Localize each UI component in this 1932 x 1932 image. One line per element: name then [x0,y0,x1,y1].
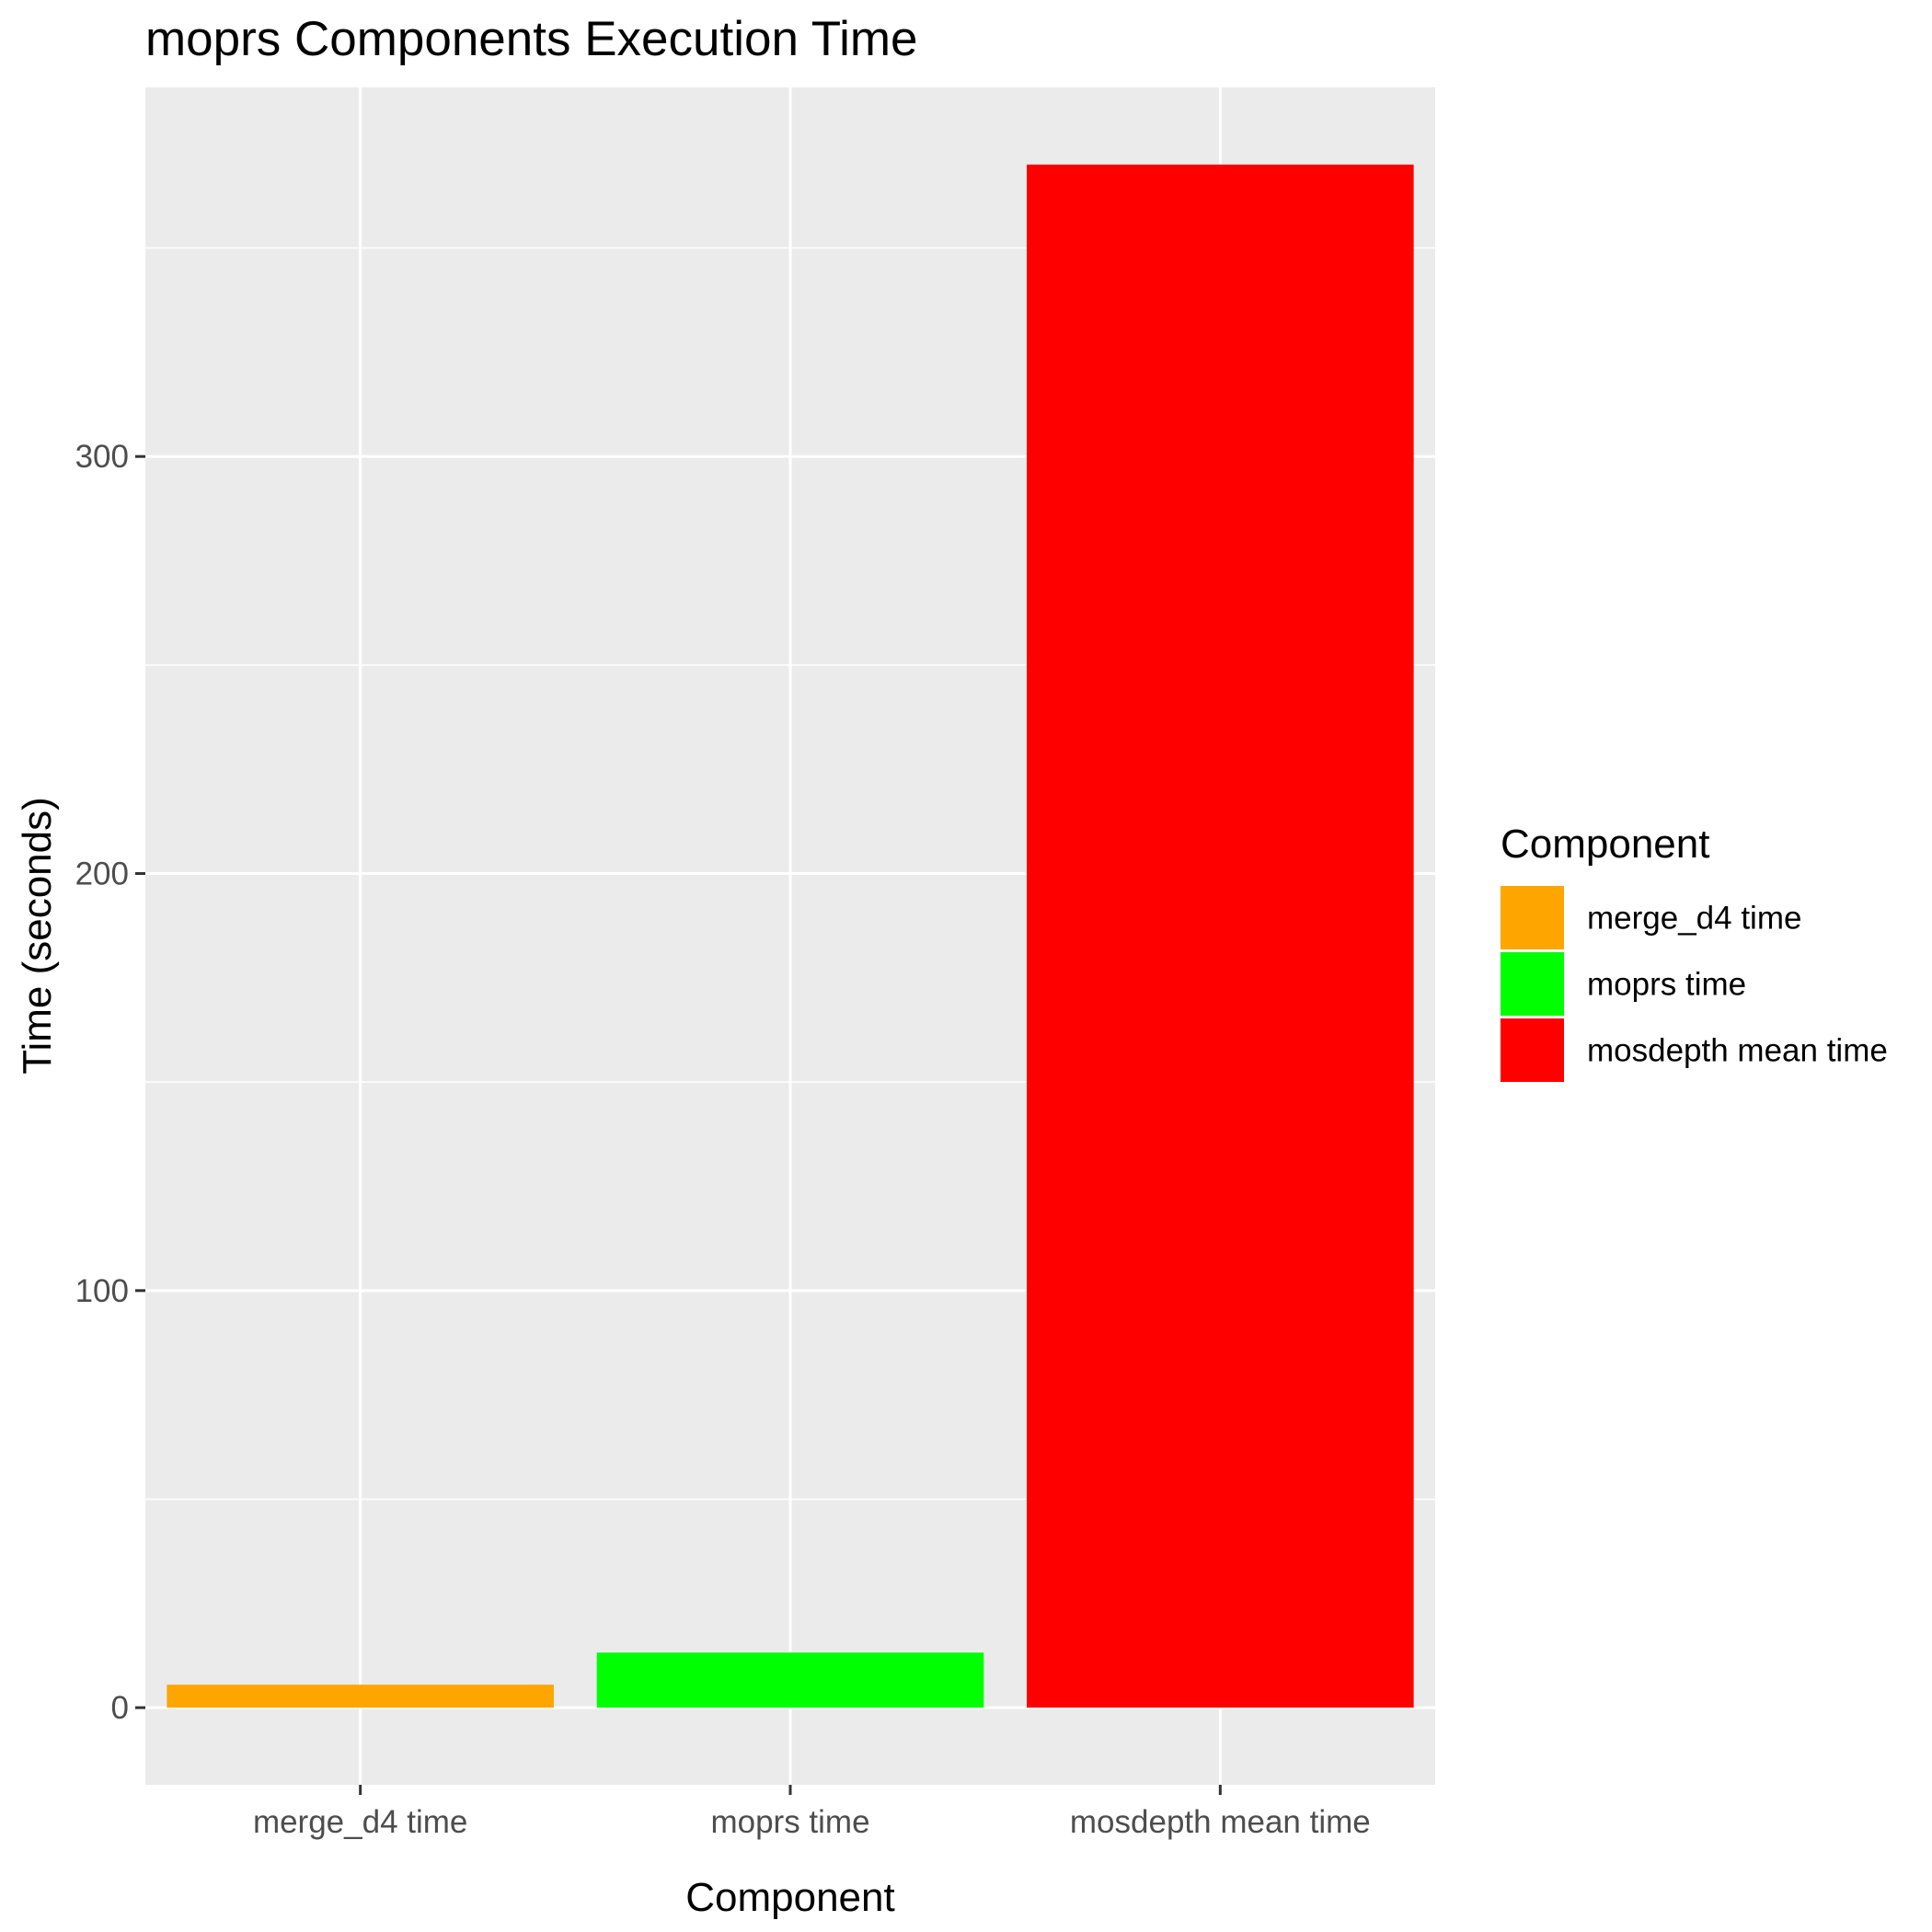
legend-label: moprs time [1587,967,1746,1003]
y-axis-title: Time (seconds) [15,797,60,1075]
chart-title: moprs Components Execution Time [145,12,918,66]
legend-key [1501,1018,1564,1082]
x-axis: merge_d4 time moprs time mosdepth mean tim… [253,1785,1371,1840]
y-axis: 0 100 200 300 [75,439,145,1726]
y-tick-label: 300 [75,439,129,475]
y-tick-label: 200 [75,857,129,892]
y-tick-label: 100 [75,1273,129,1309]
y-tick-label: 0 [111,1690,129,1726]
x-tick-label: merge_d4 time [253,1804,467,1840]
bar-merge-d4-time [167,1685,554,1708]
bar-mosdepth-mean-time [1027,164,1414,1708]
x-axis-title: Component [685,1875,894,1920]
x-tick-label: moprs time [710,1804,869,1840]
legend-key [1501,886,1564,949]
x-tick-label: mosdepth mean time [1070,1804,1371,1840]
bar-moprs-time [596,1652,984,1708]
legend: Component merge_d4 time moprs time mosdept… [1501,822,1888,1082]
legend-label: merge_d4 time [1587,901,1801,937]
legend-title: Component [1501,822,1709,867]
legend-label: mosdepth mean time [1587,1033,1888,1069]
bars [167,164,1414,1708]
legend-key [1501,952,1564,1016]
